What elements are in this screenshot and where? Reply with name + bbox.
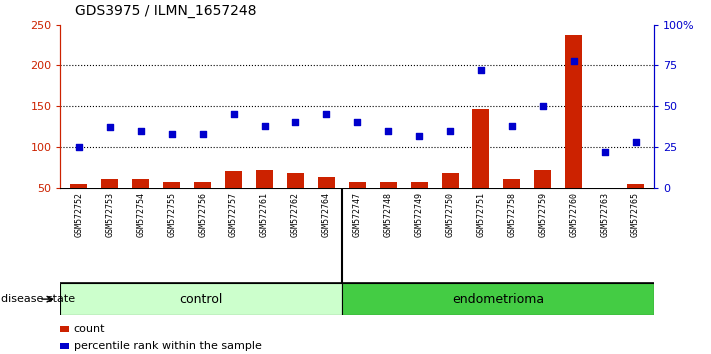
Bar bbox=[318, 177, 335, 228]
Point bbox=[351, 120, 363, 125]
Text: GSM572751: GSM572751 bbox=[476, 193, 486, 238]
Text: GSM572761: GSM572761 bbox=[260, 193, 269, 238]
Point bbox=[475, 68, 486, 73]
Bar bbox=[442, 173, 459, 228]
Bar bbox=[164, 182, 181, 228]
Bar bbox=[349, 182, 365, 228]
Point bbox=[444, 128, 456, 133]
Text: GSM572749: GSM572749 bbox=[415, 193, 424, 238]
Point bbox=[537, 103, 548, 109]
Point bbox=[413, 133, 424, 138]
Text: GSM572762: GSM572762 bbox=[291, 193, 300, 238]
Point bbox=[568, 58, 579, 63]
Point bbox=[383, 128, 394, 133]
Bar bbox=[472, 109, 489, 228]
Bar bbox=[380, 182, 397, 228]
Bar bbox=[256, 170, 273, 228]
Text: GSM572764: GSM572764 bbox=[322, 193, 331, 238]
Point bbox=[228, 112, 240, 117]
Bar bbox=[132, 179, 149, 228]
Bar bbox=[70, 183, 87, 228]
Bar bbox=[596, 188, 613, 228]
Text: GSM572756: GSM572756 bbox=[198, 193, 207, 238]
Point bbox=[259, 123, 270, 129]
Point bbox=[105, 125, 116, 130]
Point bbox=[630, 139, 641, 145]
Text: GSM572757: GSM572757 bbox=[229, 193, 238, 238]
Text: GSM572760: GSM572760 bbox=[570, 193, 578, 238]
Bar bbox=[102, 179, 119, 228]
Text: GSM572754: GSM572754 bbox=[137, 193, 145, 238]
Text: GDS3975 / ILMN_1657248: GDS3975 / ILMN_1657248 bbox=[75, 4, 256, 18]
Text: GSM572755: GSM572755 bbox=[167, 193, 176, 238]
Text: GSM572759: GSM572759 bbox=[538, 193, 547, 238]
Point bbox=[290, 120, 301, 125]
Text: control: control bbox=[179, 293, 223, 306]
Text: GSM572752: GSM572752 bbox=[75, 193, 83, 238]
Text: endometrioma: endometrioma bbox=[451, 293, 544, 306]
Text: GSM572763: GSM572763 bbox=[600, 193, 609, 238]
Point bbox=[166, 131, 178, 137]
Bar bbox=[342, 283, 654, 315]
Text: GSM572765: GSM572765 bbox=[631, 193, 640, 238]
Bar bbox=[287, 173, 304, 228]
Point bbox=[197, 131, 208, 137]
Bar bbox=[60, 283, 342, 315]
Point bbox=[135, 128, 146, 133]
Point bbox=[599, 149, 610, 155]
Bar bbox=[503, 179, 520, 228]
Bar bbox=[194, 182, 211, 228]
Bar bbox=[627, 183, 644, 228]
Text: count: count bbox=[74, 324, 105, 334]
Bar bbox=[565, 35, 582, 228]
Point bbox=[321, 112, 332, 117]
Text: disease state: disease state bbox=[1, 294, 75, 304]
Text: GSM572747: GSM572747 bbox=[353, 193, 362, 238]
Point bbox=[506, 123, 518, 129]
Bar bbox=[225, 171, 242, 228]
Text: GSM572758: GSM572758 bbox=[508, 193, 516, 238]
Text: GSM572750: GSM572750 bbox=[446, 193, 454, 238]
Text: GSM572748: GSM572748 bbox=[384, 193, 392, 238]
Bar bbox=[411, 182, 427, 228]
Text: percentile rank within the sample: percentile rank within the sample bbox=[74, 341, 262, 351]
Bar bbox=[534, 170, 551, 228]
Text: GSM572753: GSM572753 bbox=[105, 193, 114, 238]
Point bbox=[73, 144, 85, 150]
